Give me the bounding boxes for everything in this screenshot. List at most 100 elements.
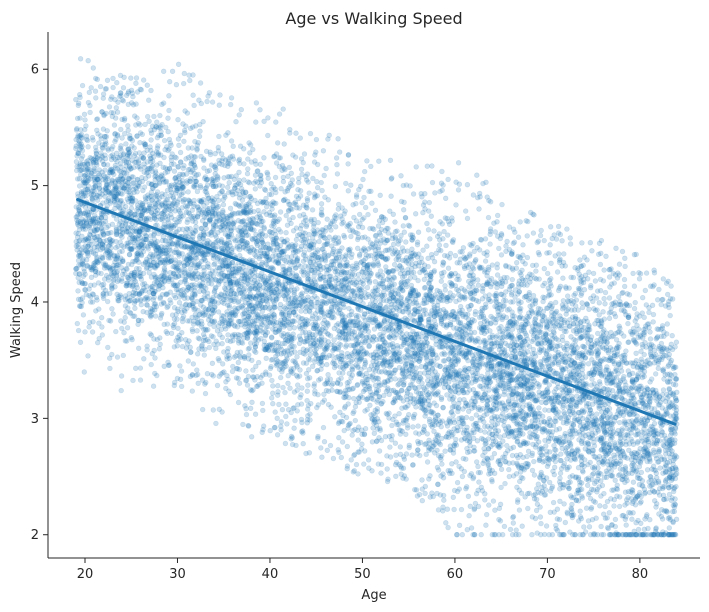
scatter-point — [438, 278, 444, 284]
scatter-point — [431, 326, 438, 333]
scatter-point — [85, 57, 91, 64]
scatter-point — [119, 135, 125, 141]
scatter-point — [384, 466, 390, 472]
scatter-point — [491, 451, 498, 457]
scatter-point — [647, 344, 654, 351]
scatter-point — [307, 352, 313, 358]
scatter-point — [317, 343, 323, 350]
scatter-point — [540, 308, 547, 315]
scatter-point — [88, 264, 95, 271]
scatter-point — [444, 295, 450, 301]
scatter-point — [248, 276, 254, 282]
scatter-point — [117, 161, 124, 167]
scatter-point — [442, 283, 448, 289]
scatter-point — [350, 428, 356, 434]
scatter-point — [573, 393, 580, 399]
scatter-point — [467, 443, 473, 449]
scatter-point — [403, 347, 410, 353]
scatter-point — [669, 441, 676, 447]
scatter-point — [398, 198, 405, 205]
scatter-point — [99, 245, 106, 251]
scatter-point — [459, 531, 465, 538]
scatter-point — [495, 394, 501, 400]
scatter-point — [465, 316, 471, 322]
scatter-point — [321, 172, 327, 179]
scatter-point — [389, 235, 396, 242]
scatter-point — [569, 397, 575, 404]
scatter-point — [562, 431, 568, 437]
scatter-point — [498, 466, 505, 472]
scatter-point — [372, 207, 379, 214]
scatter-point — [640, 398, 646, 404]
scatter-point — [587, 490, 593, 496]
scatter-point — [598, 338, 605, 345]
scatter-point — [626, 371, 633, 378]
scatter-point — [467, 387, 473, 393]
scatter-point — [227, 278, 233, 284]
scatter-point — [509, 313, 516, 319]
scatter-point — [290, 405, 296, 411]
scatter-point — [100, 285, 107, 291]
scatter-point — [428, 323, 434, 329]
scatter-point — [621, 276, 628, 283]
scatter-point — [430, 385, 436, 391]
scatter-point — [590, 270, 597, 277]
scatter-point — [484, 423, 491, 429]
scatter-point — [144, 302, 150, 308]
scatter-point — [636, 270, 642, 276]
scatter-point — [459, 473, 466, 480]
scatter-point — [543, 523, 550, 529]
scatter-point — [340, 419, 346, 425]
scatter-point — [424, 459, 431, 465]
scatter-point — [320, 424, 327, 431]
scatter-point — [533, 398, 540, 404]
scatter-point — [244, 171, 251, 177]
scatter-point — [608, 421, 615, 427]
scatter-point — [472, 378, 479, 384]
scatter-point — [344, 278, 350, 285]
scatter-point — [98, 150, 104, 156]
scatter-point — [581, 287, 588, 293]
scatter-point — [251, 247, 258, 254]
scatter-point — [226, 305, 233, 311]
scatter-point — [191, 282, 198, 288]
scatter-point — [194, 147, 200, 153]
scatter-point — [120, 85, 127, 91]
scatter-point — [195, 248, 202, 254]
scatter-point — [527, 275, 534, 282]
scatter-point — [94, 76, 101, 83]
scatter-point — [553, 386, 559, 392]
scatter-point — [318, 179, 324, 186]
scatter-point — [594, 411, 600, 417]
scatter-point — [440, 405, 446, 411]
scatter-point — [484, 455, 490, 461]
scatter-point — [495, 444, 502, 450]
scatter-point — [621, 283, 628, 290]
scatter-point — [456, 297, 463, 303]
scatter-point — [311, 223, 317, 229]
scatter-point — [494, 272, 501, 278]
scatter-point — [276, 226, 282, 233]
scatter-point — [564, 293, 571, 299]
scatter-point — [198, 302, 204, 308]
scatter-point — [402, 215, 409, 221]
scatter-point — [357, 211, 363, 218]
scatter-point — [235, 399, 242, 406]
scatter-point — [369, 297, 376, 303]
scatter-point — [475, 463, 481, 470]
scatter-point — [296, 175, 302, 182]
scatter-point — [286, 217, 293, 223]
scatter-point — [398, 285, 404, 291]
scatter-point — [269, 223, 275, 229]
scatter-point — [144, 82, 151, 88]
scatter-point — [423, 451, 429, 458]
scatter-point — [257, 161, 263, 168]
scatter-point — [285, 373, 291, 379]
scatter-point — [118, 387, 124, 394]
scatter-point — [237, 349, 244, 355]
scatter-point — [165, 115, 171, 121]
scatter-point — [86, 324, 92, 330]
scatter-point — [400, 398, 406, 404]
scatter-point — [442, 367, 448, 373]
scatter-point — [571, 371, 577, 377]
